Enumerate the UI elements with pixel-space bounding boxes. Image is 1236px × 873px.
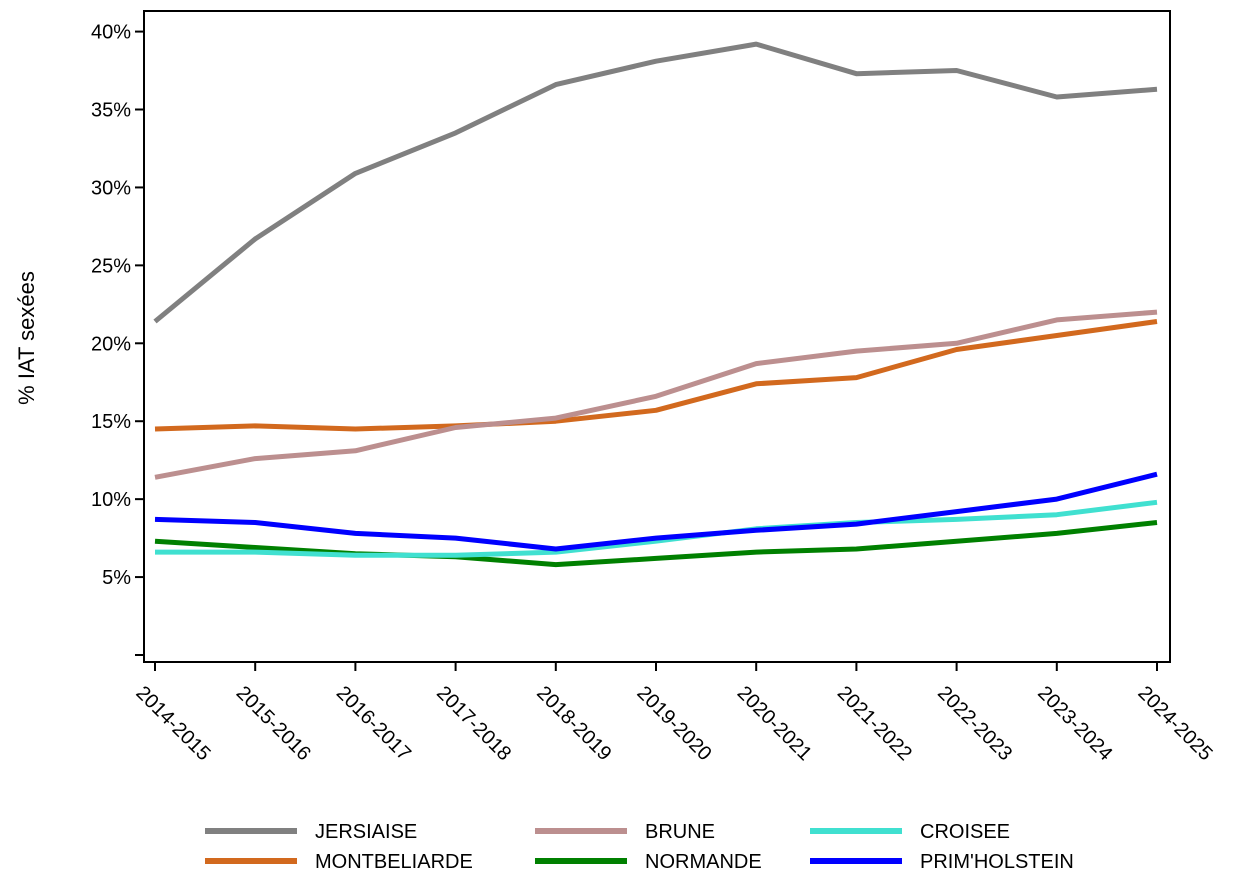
x-tick-label: 2017-2018 <box>432 682 515 765</box>
x-tick-label: 2020-2021 <box>733 682 816 765</box>
series-line-prim-holstein <box>154 471 1158 552</box>
y-tick-label: 10% <box>91 489 131 511</box>
legend: JERSIAISE BRUNE CROISEE MONTBELIARDE NORMAND… <box>205 821 1074 873</box>
y-tick-label: 30% <box>91 177 131 199</box>
legend-label-jersiaise: JERSIAISE <box>315 821 417 843</box>
legend-label-prim-holstein: PRIM'HOLSTEIN <box>920 851 1074 873</box>
x-axis: 2014-2015 2015-2016 2016-2017 2017-2018 2018… <box>131 662 1217 765</box>
x-tick-label: 2015-2016 <box>232 682 315 765</box>
y-tick-label: 20% <box>91 333 131 355</box>
x-tick-label: 2023-2024 <box>1033 682 1116 765</box>
y-tick-label: 40% <box>91 22 131 44</box>
x-tick-label: 2022-2023 <box>933 682 1016 765</box>
legend-label-normande: NORMANDE <box>645 851 762 873</box>
y-axis-title: % IAT sexées <box>14 271 39 405</box>
y-axis: 5% 10% 15% 20% 25% 30% 35% 40% <box>91 22 144 656</box>
legend-label-croisee: CROISEE <box>920 821 1010 843</box>
y-tick-label: 15% <box>91 411 131 433</box>
legend-label-montbeliarde: MONTBELIARDE <box>315 851 473 873</box>
plot-frame <box>143 10 1171 663</box>
series-line-brune <box>154 309 1158 480</box>
x-tick-label: 2024-2025 <box>1133 682 1216 765</box>
series-line-jersiaise <box>153 41 1158 324</box>
x-tick-label: 2014-2015 <box>131 682 214 765</box>
series-line-montbeliarde <box>154 319 1158 432</box>
y-tick-label: 35% <box>91 100 131 122</box>
x-tick-label: 2016-2017 <box>332 682 415 765</box>
series-line-croisee <box>155 499 1158 558</box>
legend-label-brune: BRUNE <box>645 821 715 843</box>
x-tick-label: 2019-2020 <box>632 682 715 765</box>
series-line-normande <box>154 520 1158 568</box>
y-tick-label: 25% <box>91 255 131 277</box>
x-tick-label: 2018-2019 <box>532 682 615 765</box>
series-layer <box>153 41 1158 568</box>
x-tick-label: 2021-2022 <box>833 682 916 765</box>
y-tick-label: 5% <box>102 567 131 589</box>
